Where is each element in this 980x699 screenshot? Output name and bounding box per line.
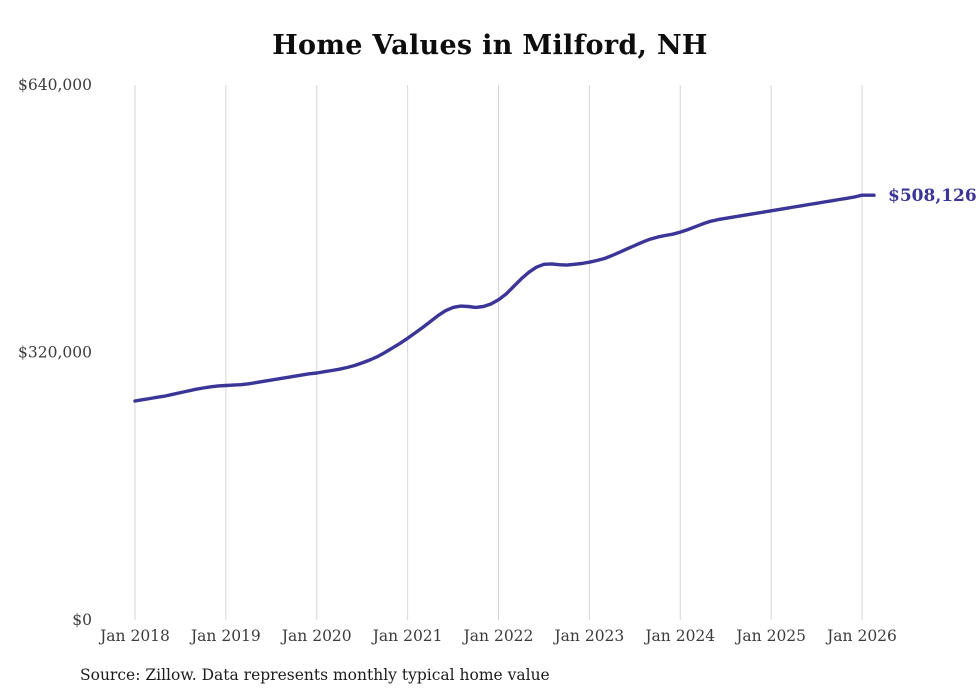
x-axis-label: Jan 2019 (189, 627, 261, 645)
x-axis-label: Jan 2026 (825, 627, 897, 645)
x-axis-label: Jan 2023 (552, 627, 624, 645)
y-axis-label: $0 (72, 611, 92, 629)
y-axis-label: $320,000 (18, 344, 92, 362)
chart-title: Home Values in Milford, NH (272, 30, 708, 61)
x-axis-label: Jan 2020 (280, 627, 352, 645)
source-note: Source: Zillow. Data represents monthly … (80, 666, 550, 684)
home-value-series-line (133, 193, 876, 403)
x-axis-label: Jan 2025 (734, 627, 806, 645)
x-axis-label: Jan 2022 (462, 627, 534, 645)
x-axis-label: Jan 2021 (371, 627, 443, 645)
x-axis-label: Jan 2024 (643, 627, 715, 645)
y-axis-label: $640,000 (18, 76, 92, 94)
latest-value-label: $508,126 (888, 186, 977, 206)
x-axis-label: Jan 2018 (98, 627, 170, 645)
